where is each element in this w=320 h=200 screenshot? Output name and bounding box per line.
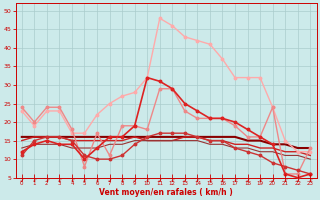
- X-axis label: Vent moyen/en rafales ( km/h ): Vent moyen/en rafales ( km/h ): [99, 188, 233, 197]
